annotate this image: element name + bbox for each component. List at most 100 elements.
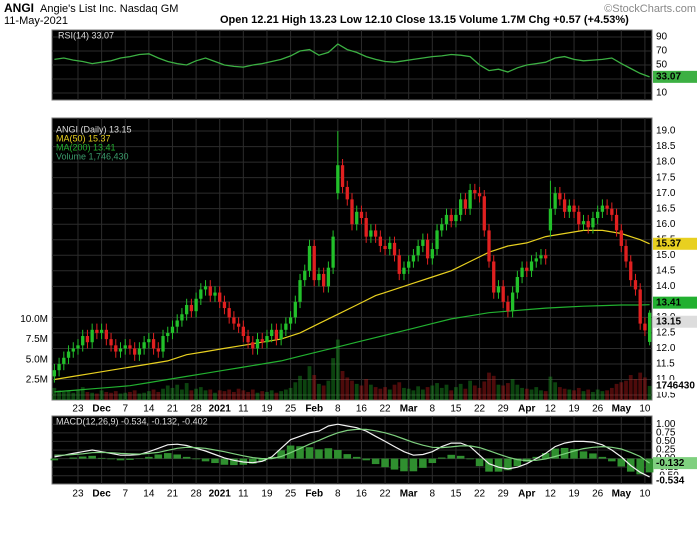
y-tick-label: 5.0M	[26, 354, 48, 365]
candle-body	[643, 324, 646, 331]
x-tick-label: 2021	[209, 489, 232, 500]
volume-bar	[156, 392, 160, 400]
histogram-bar	[164, 453, 172, 458]
candle-body	[596, 212, 599, 218]
candle-body	[76, 345, 79, 348]
volume-bar	[596, 390, 600, 400]
x-tick-label: 2021	[209, 404, 232, 415]
volume-bar	[586, 390, 590, 400]
candle-body	[445, 215, 448, 224]
volume-bar	[232, 392, 236, 400]
candle-body	[157, 348, 160, 351]
x-tick-label: Feb	[305, 404, 323, 415]
volume-bar	[194, 389, 198, 400]
candle-body	[520, 268, 523, 277]
x-tick-label: Dec	[92, 404, 111, 415]
candle-body	[261, 339, 264, 342]
histogram-bar	[145, 457, 153, 459]
volume-bar	[601, 391, 605, 400]
candle-body	[572, 206, 575, 212]
volume-bar	[506, 383, 510, 400]
x-tick-label: 11	[238, 404, 249, 415]
candle-body	[303, 271, 306, 280]
x-tick-label: 26	[592, 404, 604, 415]
volume-bar	[275, 393, 279, 400]
volume-bar	[577, 388, 581, 400]
volume-bar	[572, 390, 576, 400]
volume-bar	[416, 386, 420, 400]
volume-bar	[473, 385, 477, 400]
candle-body	[478, 193, 481, 196]
volume-bar	[133, 390, 137, 400]
histogram-bar	[495, 459, 503, 472]
histogram-bar	[192, 459, 200, 460]
candle-body	[454, 215, 457, 221]
volume-bar	[76, 390, 80, 400]
volume-bar	[539, 390, 543, 400]
y-tick-label: 16.0	[656, 219, 676, 230]
volume-bar	[393, 385, 397, 400]
volume-bar	[199, 387, 203, 400]
date: 11-May-2021	[4, 15, 68, 27]
histogram-bar	[372, 459, 380, 464]
x-tick-label: 16	[356, 404, 368, 415]
x-tick-label: Apr	[518, 404, 535, 415]
volume-bar	[478, 388, 482, 400]
candle-body	[294, 302, 297, 318]
volume-bar	[218, 390, 222, 400]
volume-bar	[138, 394, 142, 400]
candle-body	[232, 317, 235, 323]
volume-bar	[317, 384, 321, 400]
candle-body	[237, 324, 240, 327]
volume-bar	[128, 392, 132, 400]
x-tick-label: 15	[450, 404, 462, 415]
volume-bar	[246, 392, 250, 400]
volume-bar	[166, 385, 170, 400]
candle-body	[242, 327, 245, 336]
volume-bar	[364, 379, 368, 400]
volume-bar	[430, 385, 434, 400]
volume-bar	[520, 388, 524, 400]
histogram-bar	[476, 459, 484, 467]
volume-bar	[619, 382, 623, 400]
candle-body	[365, 218, 368, 237]
volume-bar	[331, 358, 335, 400]
x-tick-label: 15	[450, 489, 462, 500]
candle-body	[502, 286, 505, 302]
candle-body	[185, 305, 188, 314]
candle-body	[275, 330, 278, 339]
volume-bar	[487, 373, 491, 400]
x-tick-label: 7	[122, 404, 128, 415]
candle-body	[369, 230, 372, 236]
volume-bar	[147, 391, 151, 400]
y-tick-label: 15.0	[656, 250, 676, 261]
volume-bar	[204, 390, 208, 400]
volume-bar	[525, 389, 529, 400]
volume-bar	[388, 390, 392, 400]
candle-body	[610, 209, 613, 215]
candle-body	[487, 230, 490, 261]
volume-bar	[90, 393, 94, 400]
volume-bar	[308, 366, 312, 400]
volume-bar	[511, 379, 515, 400]
histogram-bar	[400, 459, 408, 472]
badge-label: -0.534	[656, 476, 685, 487]
volume-bar	[383, 387, 387, 400]
histogram-bar	[69, 458, 77, 459]
x-tick-label: 22	[474, 404, 486, 415]
candle-body	[341, 165, 344, 187]
histogram-bar	[79, 457, 87, 459]
candle-body	[246, 336, 249, 342]
histogram-bar	[438, 458, 446, 459]
x-tick-label: Apr	[518, 489, 535, 500]
volume-bar	[553, 382, 557, 400]
histogram-bar	[183, 457, 191, 459]
copyright: ©StockCharts.com	[604, 3, 696, 15]
volume-bar	[152, 390, 156, 400]
candle-body	[440, 224, 443, 230]
x-tick-label: 21	[167, 404, 179, 415]
candle-body	[497, 286, 500, 292]
candle-body	[544, 255, 547, 258]
candle-body	[327, 268, 330, 287]
x-tick-label: May	[612, 404, 632, 415]
